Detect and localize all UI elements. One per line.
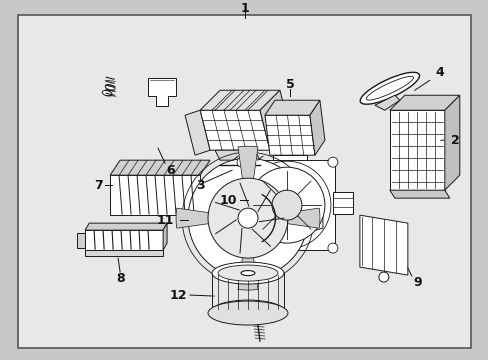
Circle shape <box>327 157 337 167</box>
Bar <box>240 160 334 250</box>
Polygon shape <box>163 223 167 250</box>
Text: 3: 3 <box>195 179 204 192</box>
Circle shape <box>238 208 258 228</box>
Text: 7: 7 <box>94 179 102 192</box>
Ellipse shape <box>241 271 254 275</box>
Circle shape <box>248 167 324 243</box>
Polygon shape <box>389 190 449 198</box>
Polygon shape <box>200 110 269 150</box>
Polygon shape <box>148 78 176 106</box>
Polygon shape <box>85 250 163 256</box>
Polygon shape <box>264 115 314 155</box>
Ellipse shape <box>105 85 115 90</box>
Polygon shape <box>85 223 167 230</box>
Circle shape <box>378 272 388 282</box>
Polygon shape <box>305 198 322 233</box>
Wedge shape <box>176 208 247 228</box>
Text: 6: 6 <box>165 164 174 177</box>
Circle shape <box>237 157 246 167</box>
Polygon shape <box>77 233 85 248</box>
Polygon shape <box>272 155 306 163</box>
Wedge shape <box>247 208 319 228</box>
Ellipse shape <box>102 90 112 96</box>
Polygon shape <box>389 110 444 190</box>
Text: 1: 1 <box>240 2 249 15</box>
Polygon shape <box>215 150 260 160</box>
Wedge shape <box>238 146 258 218</box>
Polygon shape <box>264 100 319 115</box>
Polygon shape <box>374 95 399 110</box>
Bar <box>332 192 352 214</box>
Ellipse shape <box>207 301 287 325</box>
Circle shape <box>207 178 287 258</box>
Text: 8: 8 <box>116 271 124 284</box>
Polygon shape <box>110 175 200 215</box>
Circle shape <box>237 243 246 253</box>
Polygon shape <box>309 100 324 155</box>
Text: 4: 4 <box>434 66 443 79</box>
Polygon shape <box>85 230 163 250</box>
Text: 2: 2 <box>450 134 459 147</box>
Text: 9: 9 <box>413 275 421 289</box>
Text: 10: 10 <box>219 194 236 207</box>
Ellipse shape <box>212 262 284 284</box>
Text: 11: 11 <box>156 213 173 227</box>
Ellipse shape <box>212 300 284 322</box>
Ellipse shape <box>366 76 413 100</box>
Polygon shape <box>444 95 459 190</box>
Circle shape <box>271 190 301 220</box>
Polygon shape <box>110 160 210 175</box>
Text: 5: 5 <box>285 78 294 91</box>
Ellipse shape <box>218 265 277 281</box>
Polygon shape <box>359 215 407 275</box>
Polygon shape <box>389 95 459 110</box>
Polygon shape <box>184 110 210 155</box>
Polygon shape <box>260 90 289 150</box>
Text: 12: 12 <box>169 289 186 302</box>
Wedge shape <box>238 218 258 290</box>
Polygon shape <box>200 90 280 110</box>
Circle shape <box>188 158 307 278</box>
Circle shape <box>327 243 337 253</box>
Ellipse shape <box>360 72 419 104</box>
